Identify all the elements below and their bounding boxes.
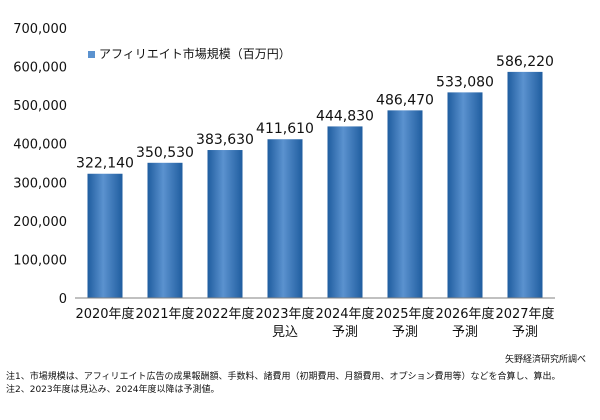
- x-axis: 2020年度 2021年度 2022年度 2023年度見込2024年度予測2025年度…: [75, 297, 555, 340]
- legend-label: アフィリエイト市場規模（百万円）: [99, 46, 291, 61]
- x-tick-label: 見込: [272, 325, 298, 340]
- bars: [87, 71, 543, 299]
- bar: [207, 150, 243, 298]
- legend: アフィリエイト市場規模（百万円）: [88, 46, 291, 61]
- y-tick-label: 200,000: [13, 215, 67, 230]
- y-tick-label: 600,000: [13, 61, 67, 76]
- y-tick-label: 0: [59, 292, 67, 307]
- x-tick-label: 予測: [512, 325, 538, 340]
- x-tick-label: 2023年度: [255, 306, 314, 322]
- bar: [87, 173, 123, 298]
- bar: [447, 92, 483, 299]
- bar: [267, 139, 303, 298]
- x-tick-label: 2025年度: [375, 306, 434, 322]
- x-tick-label: 2021年度: [135, 306, 194, 322]
- bar-value-label: 444,830: [316, 108, 374, 124]
- footnote-2: 注2、2023年度は見込み、2024年度以降は予測値。: [6, 385, 220, 395]
- x-tick-label: 2020年度: [75, 306, 134, 322]
- x-tick-label: 予測: [392, 325, 418, 340]
- source-credit: 矢野経済研究所調べ: [504, 355, 586, 365]
- bar: [387, 110, 423, 298]
- y-axis: 0 100,000 200,000 300,000 400,000 500,000 600,…: [13, 22, 67, 307]
- x-tick-label: 予測: [452, 325, 478, 340]
- y-tick-label: 300,000: [13, 176, 67, 191]
- footnote-1: 注1、市場規模は、アフィリエイト広告の成果報酬額、手数料、諸費用（初期費用、月額…: [6, 372, 561, 382]
- legend-swatch: [88, 51, 95, 58]
- x-tick-label: 2026年度: [435, 306, 494, 322]
- y-tick-label: 100,000: [13, 253, 67, 268]
- bar-value-label: 486,470: [376, 92, 434, 108]
- value-labels: 322,140350,530383,630411,610444,830486,4…: [76, 54, 554, 172]
- chart: 0 100,000 200,000 300,000 400,000 500,000 600,…: [13, 22, 555, 340]
- footnotes: 注1、市場規模は、アフィリエイト広告の成果報酬額、手数料、諸費用（初期費用、月額…: [6, 371, 596, 397]
- bar-value-label: 533,080: [436, 74, 494, 90]
- x-tick-label: 2024年度: [315, 306, 374, 322]
- y-tick-label: 500,000: [13, 99, 67, 114]
- x-tick-label: 2027年度: [495, 306, 554, 322]
- bar: [327, 126, 363, 298]
- bar-chart: 0 100,000 200,000 300,000 400,000 500,000 600,…: [13, 22, 555, 340]
- y-tick-label: 400,000: [13, 138, 67, 153]
- bar: [507, 71, 543, 299]
- x-tick-label: 予測: [332, 325, 358, 340]
- y-tick-label: 700,000: [13, 22, 67, 37]
- x-tick-label: 2022年度: [195, 306, 254, 322]
- bar-value-label: 411,610: [256, 121, 314, 137]
- bar-value-label: 322,140: [76, 156, 134, 172]
- bar-value-label: 350,530: [136, 145, 194, 161]
- bar-value-label: 586,220: [496, 54, 554, 70]
- bar-value-label: 383,630: [196, 132, 254, 148]
- bar: [147, 162, 183, 298]
